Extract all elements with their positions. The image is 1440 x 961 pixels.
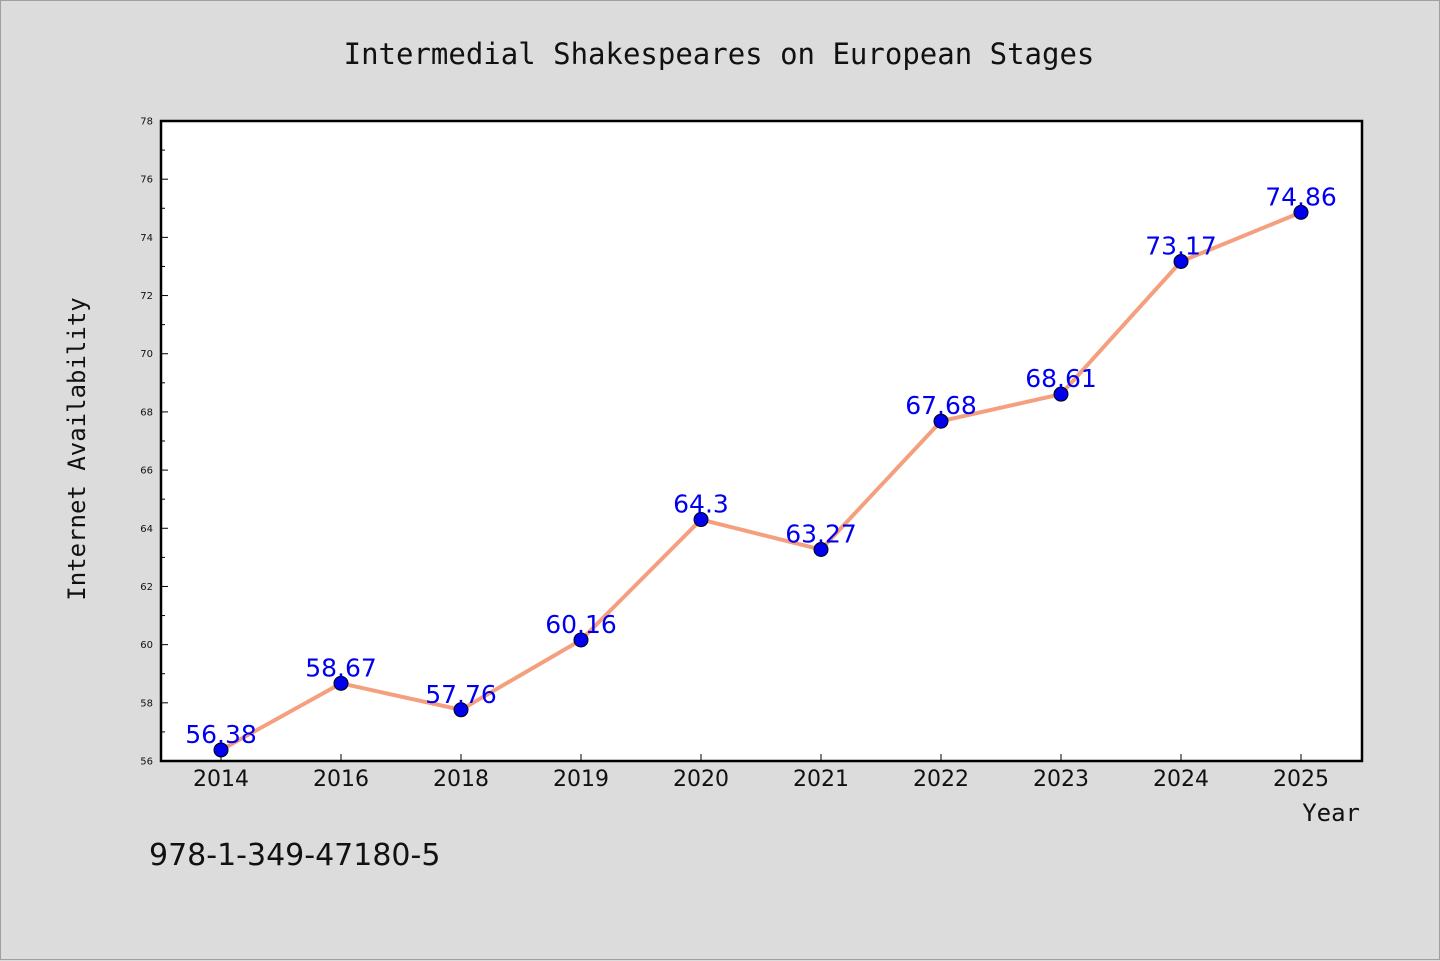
data-label: 60.16	[545, 610, 617, 639]
x-tick-label: 2014	[193, 767, 249, 792]
series-layer	[213, 204, 1309, 758]
y-tick-label: 76	[140, 175, 153, 186]
data-label: 64.3	[673, 490, 729, 519]
data-label: 68.61	[1025, 364, 1097, 393]
data-point	[693, 512, 709, 528]
x-axis-title: Year	[1302, 799, 1360, 827]
series-line	[219, 210, 1303, 752]
data-point	[1173, 254, 1189, 270]
x-tick-label: 2020	[673, 767, 729, 792]
data-point	[453, 702, 469, 718]
data-point	[333, 675, 349, 691]
y-tick-label: 72	[140, 291, 153, 302]
y-tick-label: 58	[140, 698, 153, 709]
y-tick-label: 60	[140, 640, 153, 651]
data-point	[1053, 386, 1069, 402]
x-tick-label: 2016	[313, 767, 369, 792]
x-axis: 2014 2016 2018 2019 2020 2021 2022 2023 2024 2025	[193, 754, 1329, 792]
y-axis-title: Internet Availability	[63, 297, 91, 600]
x-tick-label: 2022	[913, 767, 969, 792]
x-tick-label: 2024	[1153, 767, 1209, 792]
y-tick-label: 62	[140, 582, 153, 593]
data-point	[933, 413, 949, 429]
data-label: 57.76	[425, 680, 497, 709]
y-tick-label: 78	[140, 117, 153, 128]
plot-area	[159, 119, 1364, 763]
data-point	[1293, 204, 1309, 220]
data-point	[213, 742, 229, 758]
y-tick-label: 64	[140, 524, 153, 535]
y-tick-label: 56	[140, 757, 153, 768]
data-label: 67.68	[905, 391, 977, 420]
y-tick-label: 74	[140, 233, 153, 244]
data-labels: 56.38 58.67 57.76 60.16 64.3 63.27 67.68 68.61 7…	[185, 182, 1337, 749]
data-label: 73.17	[1145, 232, 1217, 261]
y-axis: 56 58 60 62 64 66 68 70 72 74 76 78	[140, 117, 168, 768]
x-tick-label: 2023	[1033, 767, 1089, 792]
x-tick-label: 2019	[553, 767, 609, 792]
data-label: 63.27	[785, 520, 857, 549]
data-label: 58.67	[305, 653, 377, 682]
y-tick-label: 70	[140, 349, 153, 360]
data-label: 74.86	[1265, 182, 1337, 211]
isbn-text: 978-1-349-47180-5	[149, 838, 440, 873]
data-point	[573, 632, 589, 648]
chart-title: Intermedial Shakespeares on European Sta…	[344, 37, 1095, 71]
x-tick-label: 2018	[433, 767, 489, 792]
x-tick-label: 2025	[1273, 767, 1329, 792]
y-tick-label: 68	[140, 407, 153, 418]
data-label: 56.38	[185, 720, 257, 749]
data-point	[813, 542, 829, 558]
x-tick-label: 2021	[793, 767, 849, 792]
y-tick-label: 66	[140, 466, 153, 477]
